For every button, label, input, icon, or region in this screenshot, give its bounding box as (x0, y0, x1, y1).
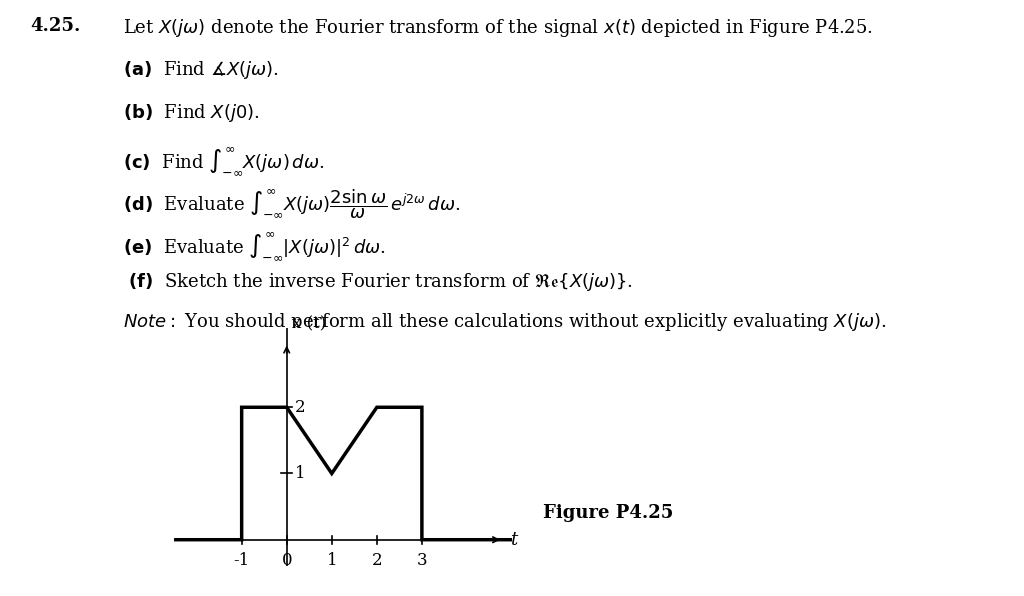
Text: Let $X(j\omega)$ denote the Fourier transform of the signal $x(t)$ depicted in F: Let $X(j\omega)$ denote the Fourier tran… (123, 17, 872, 39)
Text: Figure P4.25: Figure P4.25 (543, 504, 673, 522)
Text: 1: 1 (327, 552, 337, 569)
Text: $\mathbf{(f)}$  Sketch the inverse Fourier transform of $\mathfrak{Re}\{X(j\omeg: $\mathbf{(f)}$ Sketch the inverse Fourie… (123, 271, 633, 293)
Text: 2: 2 (295, 399, 305, 416)
Text: 4.25.: 4.25. (31, 17, 81, 35)
Text: 3: 3 (417, 552, 427, 569)
Text: $\it{Note:}$ You should perform all these calculations without explicitly evalua: $\it{Note:}$ You should perform all thes… (123, 312, 887, 334)
Text: $\mathbf{(b)}$  Find $X(j0)$.: $\mathbf{(b)}$ Find $X(j0)$. (123, 102, 260, 124)
Text: 0: 0 (282, 552, 292, 569)
Text: 1: 1 (295, 465, 305, 482)
Text: $\mathbf{(c)}$  Find $\int_{-\infty}^{\infty} X(j\omega)\, d\omega$.: $\mathbf{(c)}$ Find $\int_{-\infty}^{\in… (123, 145, 325, 177)
Text: $\mathbf{(e)}$  Evaluate $\int_{-\infty}^{\infty} |X(j\omega)|^2\, d\omega$.: $\mathbf{(e)}$ Evaluate $\int_{-\infty}^… (123, 230, 385, 262)
Text: $\mathbf{(d)}$  Evaluate $\int_{-\infty}^{\infty} X(j\omega)\dfrac{2\sin\omega}{: $\mathbf{(d)}$ Evaluate $\int_{-\infty}^… (123, 188, 460, 220)
Text: 2: 2 (372, 552, 382, 569)
Text: -1: -1 (233, 552, 250, 569)
Text: $\mathbf{(a)}$  Find $\measuredangle X(j\omega)$.: $\mathbf{(a)}$ Find $\measuredangle X(j\… (123, 60, 279, 82)
Text: x (t): x (t) (292, 316, 327, 333)
Text: t: t (510, 530, 517, 549)
